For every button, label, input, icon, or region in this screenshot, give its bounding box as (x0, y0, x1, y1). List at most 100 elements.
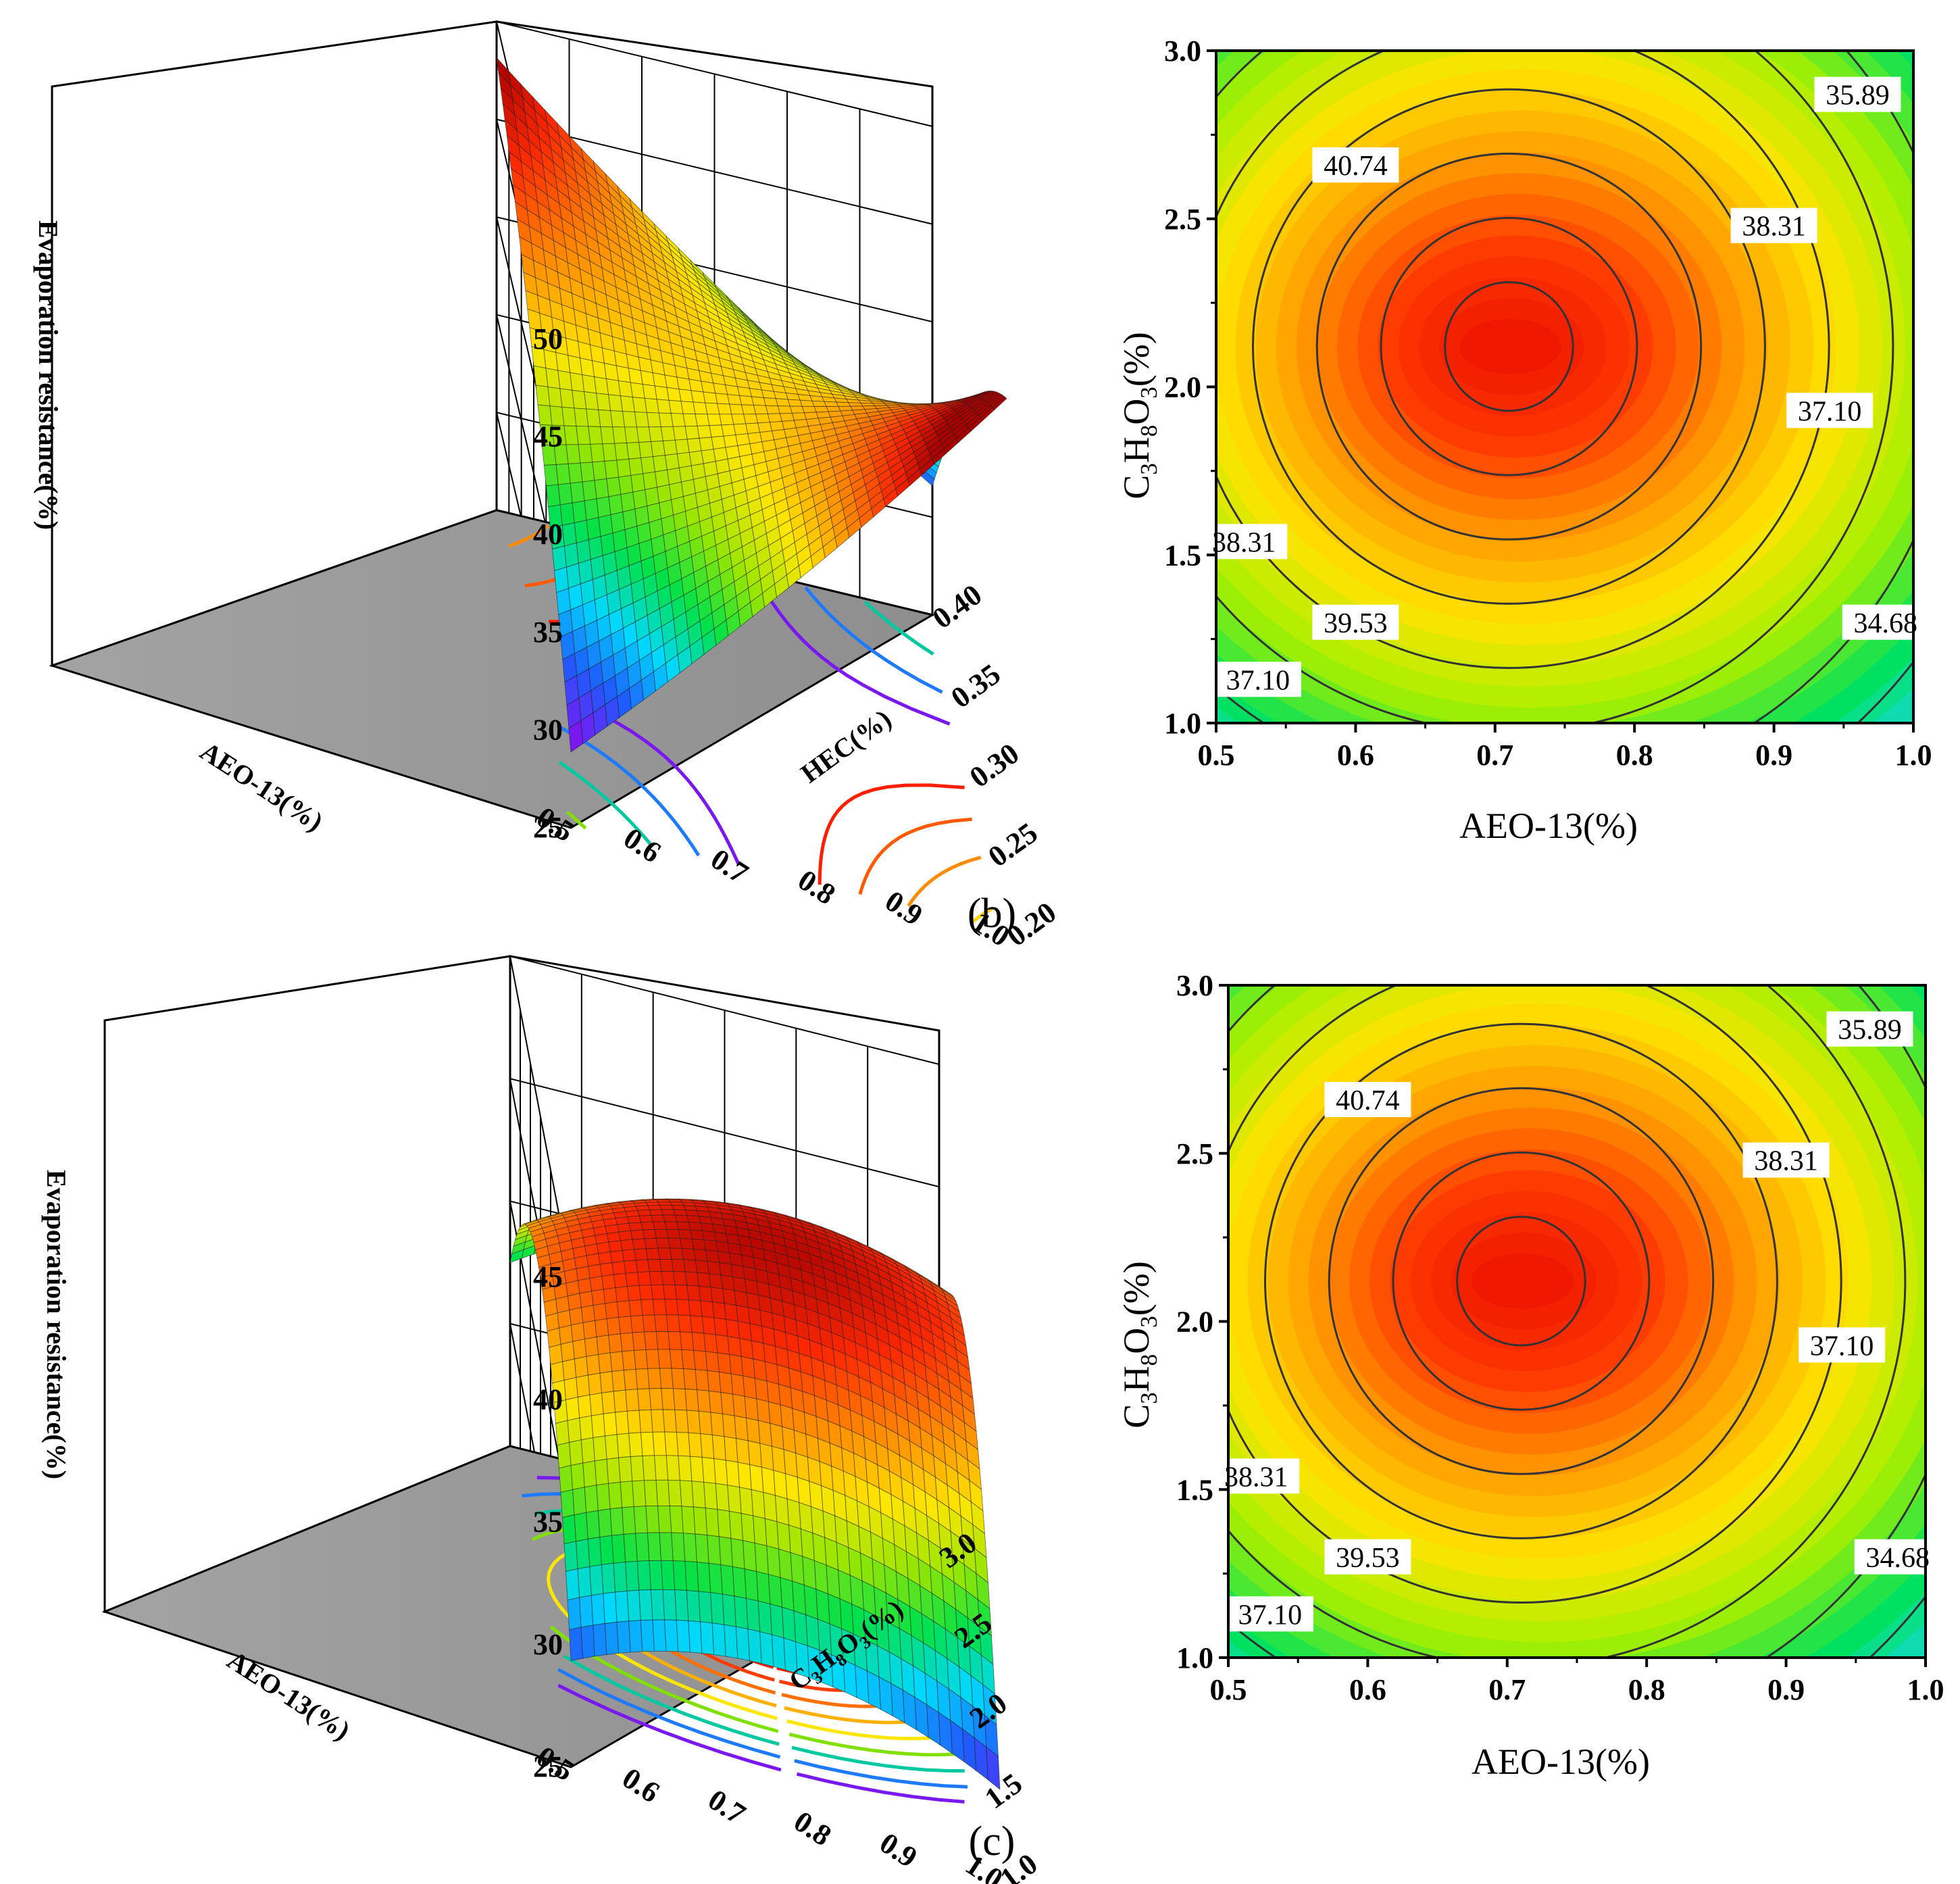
surface-cell (719, 1262, 734, 1278)
surface-cell (620, 1481, 634, 1508)
surface-cell (753, 1358, 768, 1382)
surface-cell (632, 1331, 647, 1351)
surface-cell (701, 1457, 716, 1484)
surface-cell (596, 1335, 611, 1355)
surface-cell (665, 1314, 680, 1333)
surface-cell (655, 1237, 671, 1249)
surface-cell (657, 1349, 672, 1369)
floor-contour (794, 1759, 968, 1789)
y-tick-label: 1.0 (1164, 707, 1201, 740)
surface-cell (634, 1248, 649, 1261)
surface-cell (669, 1505, 684, 1534)
y-tick-label: 2.5 (1164, 203, 1201, 236)
surface-cell (557, 1310, 572, 1329)
surface-cell (627, 1215, 642, 1224)
surface-cell (722, 1288, 737, 1306)
x-tick-label: 0.5 (1210, 1673, 1247, 1706)
surface-cell (740, 1512, 755, 1543)
contour-fill (1228, 985, 1926, 1658)
label-part: H (1116, 437, 1157, 463)
contour-x-axis-label: AEO-13(%) (1472, 1741, 1650, 1782)
surface-cell (751, 1340, 766, 1362)
surface-cell (644, 1237, 659, 1249)
y-tick-label: 2.0 (1164, 371, 1201, 404)
surface-cell (728, 1510, 744, 1541)
surface-cell (628, 1620, 643, 1653)
surface-cell (662, 439, 678, 456)
y-tick-label: 2.0 (1176, 1306, 1213, 1339)
label-part: (%) (1116, 332, 1157, 387)
surface-cell (791, 412, 807, 421)
surface-cell (563, 1541, 578, 1572)
contour-axes: 0.5 0.6 0.7 0.8 0.9 1.0 1.0 1.5 2.0 2.5 3.0 (1176, 969, 1944, 1706)
surface-cell (590, 443, 605, 463)
surface-cell (674, 1214, 689, 1223)
surface-cell (587, 1372, 603, 1395)
surface-cell (782, 1606, 797, 1643)
surface-cell (780, 1577, 795, 1612)
label-text: 37.10 (1226, 665, 1290, 696)
x-tick-label: 0.7 (705, 842, 754, 890)
surface-cell (587, 1537, 602, 1567)
z-tick-label: 25 (533, 811, 563, 844)
subscript: 3 (1136, 463, 1162, 475)
label-text: 38.31 (1754, 1146, 1818, 1177)
label-box (1799, 1327, 1886, 1363)
surface-cell (611, 1534, 626, 1564)
surface-cell (691, 1238, 706, 1251)
surface-cell (705, 1249, 720, 1264)
surface-cell (623, 1368, 638, 1391)
surface-cell (720, 1564, 735, 1597)
surface-cell (616, 1222, 632, 1233)
surface-cell (579, 1595, 594, 1628)
x-tick-label: 0.8 (1628, 1673, 1665, 1706)
label-part: C (1116, 1404, 1157, 1429)
surface-cell (683, 1368, 698, 1391)
surface-cell (680, 1238, 695, 1249)
surface-cell (661, 1209, 676, 1216)
surface-cell (613, 1272, 628, 1289)
x-tick-label: 0.6 (618, 821, 667, 869)
surface-cell (599, 1535, 614, 1566)
surface-cell (792, 1581, 807, 1616)
z-tick-label: 35 (533, 1506, 563, 1539)
surface-cell (648, 426, 663, 443)
label-text: 35.89 (1838, 1015, 1902, 1046)
surface-cell (647, 1259, 662, 1272)
surface-cell (582, 480, 597, 501)
surface-cell (708, 1562, 723, 1595)
contour-line (1380, 217, 1638, 476)
surface-cell (747, 1440, 762, 1468)
surface-cell (676, 451, 692, 468)
surface-cell (652, 1221, 668, 1230)
surface-cell (756, 1570, 771, 1605)
surface-cell (783, 1449, 798, 1478)
surface-cell (604, 1621, 620, 1656)
surface-cell (577, 1566, 592, 1598)
surface-cell (746, 1417, 761, 1444)
surface-cell (584, 1485, 599, 1513)
surface-cell (596, 496, 611, 518)
surface-cell (626, 442, 642, 460)
label-box (1324, 1082, 1411, 1118)
surface-cell (616, 458, 632, 478)
surface-cell (757, 422, 773, 433)
surface-cell (795, 1452, 810, 1482)
surface-cell (782, 1426, 797, 1454)
surface-cell (632, 489, 648, 510)
surface-cell (764, 1518, 779, 1550)
surface-cell (606, 1316, 621, 1336)
label-box (1214, 662, 1301, 697)
surface-cell (574, 1356, 588, 1378)
z-axis-label: Evaporation resistance(%) (33, 220, 64, 530)
surface-cell (867, 1670, 882, 1710)
surface-cell (669, 1349, 684, 1370)
contour-value-label: 37.10 (1214, 662, 1301, 697)
surface-cell (630, 1315, 645, 1333)
surface-cell (593, 1303, 607, 1321)
surface-cell (676, 1431, 690, 1457)
surface-cell (668, 1479, 682, 1507)
surface-cell (773, 1470, 788, 1499)
surface-cell (659, 1368, 674, 1389)
